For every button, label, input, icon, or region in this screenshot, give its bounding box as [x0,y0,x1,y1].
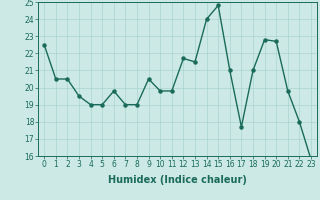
X-axis label: Humidex (Indice chaleur): Humidex (Indice chaleur) [108,175,247,185]
